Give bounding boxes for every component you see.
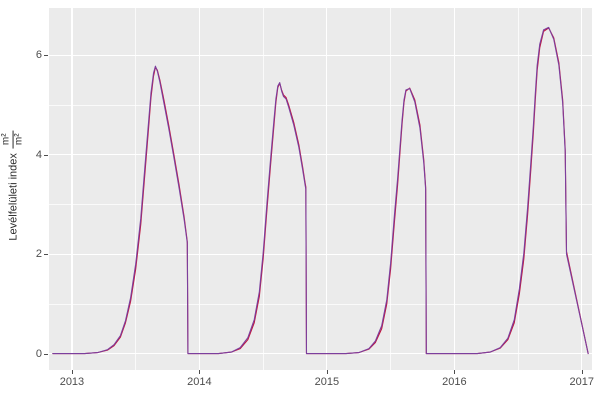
gridline-major-vertical <box>453 8 455 370</box>
x-axis-tick-label: 2013 <box>59 376 85 388</box>
gridline-major-vertical <box>326 8 328 370</box>
y-axis-tick-labels: 0 2 4 6 <box>26 0 48 400</box>
y-axis-unit-denominator: m² <box>12 129 25 148</box>
y-axis-title-text: Levélfelületi index <box>7 152 19 241</box>
gridline-minor-vertical <box>390 8 391 370</box>
gridline-major-horizontal <box>49 253 592 255</box>
y-axis-tick-label: 0 <box>35 347 42 360</box>
x-axis: 2013 2014 2015 2016 2017 <box>49 370 595 400</box>
y-axis-tick-label: 4 <box>35 148 42 161</box>
y-axis-tick-mark <box>44 154 48 156</box>
gridline-minor-vertical <box>135 8 136 370</box>
series-lines <box>52 26 589 355</box>
series-line <box>52 26 589 355</box>
gridline-minor-horizontal <box>49 104 592 106</box>
x-axis-tick-label: 2015 <box>314 376 340 388</box>
y-axis-unit-fraction: m² m² <box>0 129 25 148</box>
gridline-major-vertical <box>198 8 200 370</box>
y-axis-tick-mark <box>44 55 48 57</box>
gridline-major-vertical <box>581 8 583 370</box>
y-axis-unit-numerator: m² <box>0 132 12 145</box>
y-axis-tick-label: 2 <box>35 248 42 261</box>
x-axis-tick-mark <box>454 370 456 374</box>
x-axis-tick-label: 2014 <box>187 376 212 388</box>
gridline-major-horizontal <box>49 54 592 56</box>
y-axis-title: Levélfelületi index m² m² <box>0 0 26 370</box>
plot-panel <box>49 8 592 370</box>
gridline-minor-vertical <box>517 8 519 370</box>
x-axis-tick-mark <box>581 370 583 374</box>
y-axis-tick-mark <box>44 353 48 355</box>
x-axis-tick-label: 2017 <box>569 376 595 388</box>
gridline-minor-horizontal <box>49 303 592 305</box>
gridline-major-horizontal <box>49 154 592 156</box>
x-axis-tick-label: 2016 <box>442 376 467 388</box>
y-axis-tick-mark <box>44 254 48 256</box>
gridline-minor-horizontal <box>49 204 592 205</box>
gridline-minor-vertical <box>262 8 264 370</box>
x-axis-tick-mark <box>71 370 73 374</box>
series-line <box>52 27 589 355</box>
y-axis-tick-label: 6 <box>35 49 42 62</box>
gridline-major-vertical <box>71 8 73 370</box>
x-axis-tick-mark <box>326 370 328 374</box>
x-axis-tick-mark <box>199 370 201 374</box>
